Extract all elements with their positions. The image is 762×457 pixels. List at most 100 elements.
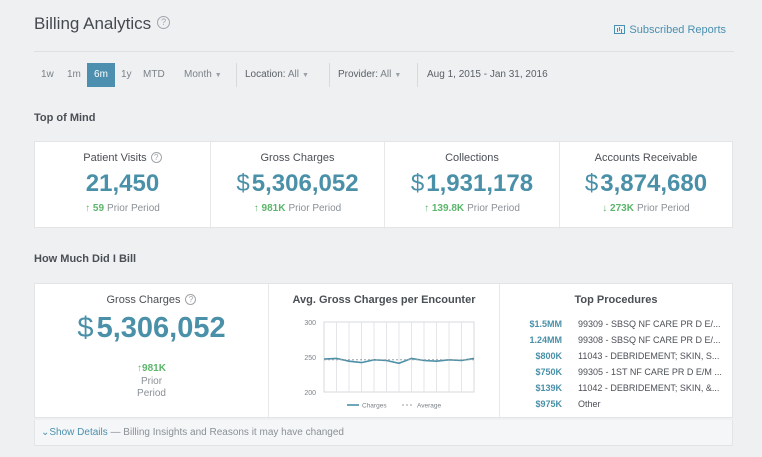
currency-symbol: $ xyxy=(236,170,250,197)
legend-label: Charges xyxy=(362,403,387,410)
panel-title-text: Gross Charges xyxy=(106,294,181,306)
granularity-value: Month xyxy=(184,69,212,80)
arrow-up-icon: ↑ xyxy=(137,363,143,374)
chevron-down-icon: ⌄ xyxy=(41,427,50,438)
avg-charges-chart: 300 250 200 Charges Average xyxy=(304,320,475,410)
granularity-dropdown[interactable]: Month ▼ xyxy=(184,63,222,87)
y-tick-label: 200 xyxy=(304,390,316,397)
y-tick-label: 300 xyxy=(304,320,316,327)
section-title-top-of-mind: Top of Mind xyxy=(34,112,96,124)
procedure-row[interactable]: $139K 11042 - DEBRIDEMENT; SKIN, &... xyxy=(516,383,719,393)
kpi-value: $1,931,178 xyxy=(385,170,559,198)
procedure-row[interactable]: 1.24MM 99308 - SBSQ NF CARE PR D E/... xyxy=(516,335,720,345)
range-1y-button[interactable]: 1y xyxy=(121,69,132,80)
procedure-amount: $1.5MM xyxy=(529,319,562,329)
arrow-up-icon: ↑ xyxy=(253,203,259,214)
kpi-change: ↑ 59 Prior Period xyxy=(35,203,210,214)
gross-charges-number: 5,306,052 xyxy=(96,312,226,344)
range-6m-button[interactable]: 6m xyxy=(87,63,115,87)
kpi-label: Gross Charges xyxy=(260,152,335,164)
kpi-prior-label: Prior Period xyxy=(107,203,160,214)
page-header: Billing Analytics? Subscribed Reports xyxy=(34,14,734,52)
show-details-link[interactable]: ⌄Show Details xyxy=(41,427,108,438)
kpi-prior-label: Prior Period xyxy=(288,203,342,214)
help-icon[interactable]: ? xyxy=(150,151,162,163)
help-icon[interactable]: ? xyxy=(157,16,171,30)
kpi-prior-label: Prior Period xyxy=(636,203,690,214)
date-range[interactable]: Aug 1, 2015 - Jan 31, 2016 xyxy=(427,69,548,80)
legend-label: Average xyxy=(417,403,441,410)
location-label: Location: xyxy=(245,69,286,80)
arrow-down-icon: ↓ xyxy=(602,203,608,214)
kpi-prior-label: Prior Period xyxy=(467,203,520,214)
procedure-code: Other xyxy=(578,399,601,409)
top-procedures-panel: Top Procedures $1.5MM 99309 - SBSQ NF CAR… xyxy=(499,284,732,419)
location-filter[interactable]: Location: All ▼ xyxy=(245,63,309,87)
kpi-collections: Collections $1,931,178 ↑ 139.8K Prior Per… xyxy=(384,142,559,229)
kpi-label: Collections xyxy=(445,152,499,164)
kpi-value-number: 21,450 xyxy=(85,170,160,197)
avg-charges-panel: Avg. Gross Charges per Encounter 300 250 2… xyxy=(268,284,499,419)
billing-card: Gross Charges? $5,306,052 ↑981K Prior Per… xyxy=(34,283,733,419)
procedure-amount: $139K xyxy=(535,383,562,393)
page-title: Billing Analytics? xyxy=(34,14,171,34)
show-details-bar: ⌄Show Details — Billing Insights and Rea… xyxy=(34,420,733,446)
range-mtd-button[interactable]: MTD xyxy=(143,69,165,80)
kpi-change-value: 981K xyxy=(261,203,286,214)
y-tick-label: 250 xyxy=(304,355,316,362)
procedure-row[interactable]: $750K 99305 - 1ST NF CARE PR D E/M ... xyxy=(516,367,722,377)
kpi-value-number: 5,306,052 xyxy=(251,170,359,197)
change-value: 981K xyxy=(142,363,166,374)
provider-label: Provider: xyxy=(338,69,379,80)
panel-title: Gross Charges? xyxy=(35,293,268,306)
procedure-code: 99305 - 1ST NF CARE PR D E/M ... xyxy=(578,367,722,377)
kpi-change-value: 59 xyxy=(92,203,105,214)
chevron-down-icon: ▼ xyxy=(394,72,402,79)
subscribed-reports-link[interactable]: Subscribed Reports xyxy=(614,24,726,36)
divider xyxy=(236,63,237,87)
range-1m-button[interactable]: 1m xyxy=(67,69,81,80)
provider-filter[interactable]: Provider: All ▼ xyxy=(338,63,401,87)
range-1w-button[interactable]: 1w xyxy=(41,69,54,80)
currency-symbol: $ xyxy=(410,170,425,197)
procedure-code: 99309 - SBSQ NF CARE PR D E/... xyxy=(578,319,721,329)
kpi-change-value: 139.8K xyxy=(431,203,465,214)
kpi-card: Patient Visits? 21,450 ↑ 59 Prior Period … xyxy=(34,141,733,229)
kpi-change: ↑ 139.8K Prior Period xyxy=(385,203,559,214)
kpi-value-number: 1,931,178 xyxy=(426,170,534,197)
procedure-amount: $975K xyxy=(535,399,562,409)
provider-value: All xyxy=(380,69,392,80)
subscribed-reports-label: Subscribed Reports xyxy=(629,24,726,36)
chevron-down-icon: ▼ xyxy=(214,72,222,79)
help-icon[interactable]: ? xyxy=(185,293,197,305)
kpi-value-number: 3,874,680 xyxy=(600,170,708,197)
procedure-amount: $800K xyxy=(535,351,562,361)
kpi-accounts-receivable: Accounts Receivable $3,874,680 ↓ 273K Pri… xyxy=(559,142,732,229)
kpi-label: Accounts Receivable xyxy=(594,152,698,164)
kpi-change: ↑ 981K Prior Period xyxy=(211,203,384,214)
bar-chart-icon xyxy=(614,25,626,34)
kpi-value: $5,306,052 xyxy=(211,170,384,198)
procedure-row[interactable]: $1.5MM 99309 - SBSQ NF CARE PR D E/... xyxy=(516,319,721,329)
kpi-change-value: 273K xyxy=(610,203,634,214)
show-details-description: — Billing Insights and Reasons it may ha… xyxy=(107,427,344,438)
procedure-row[interactable]: $975K Other xyxy=(516,399,601,409)
divider xyxy=(417,63,418,87)
gross-charges-panel: Gross Charges? $5,306,052 ↑981K Prior Per… xyxy=(35,284,268,419)
prior-period-label: Prior Period xyxy=(35,376,268,400)
panel-title: Top Procedures xyxy=(574,294,658,306)
section-title-how-much: How Much Did I Bill xyxy=(34,253,137,265)
kpi-label: Patient Visits? xyxy=(35,151,210,164)
chevron-down-icon: ▼ xyxy=(301,72,309,79)
location-value: All xyxy=(287,69,299,80)
procedure-amount: $750K xyxy=(535,367,562,377)
page-title-text: Billing Analytics xyxy=(34,14,152,33)
currency-symbol: $ xyxy=(584,170,599,197)
show-details-label: Show Details xyxy=(49,427,108,438)
procedure-code: 11042 - DEBRIDEMENT; SKIN, &... xyxy=(578,383,720,393)
kpi-value: $3,874,680 xyxy=(560,170,732,198)
procedure-code: 11043 - DEBRIDEMENT; SKIN, S... xyxy=(578,351,720,361)
procedure-row[interactable]: $800K 11043 - DEBRIDEMENT; SKIN, S... xyxy=(516,351,719,361)
arrow-up-icon: ↑ xyxy=(85,203,91,214)
gross-charges-value: $5,306,052 xyxy=(35,312,268,345)
